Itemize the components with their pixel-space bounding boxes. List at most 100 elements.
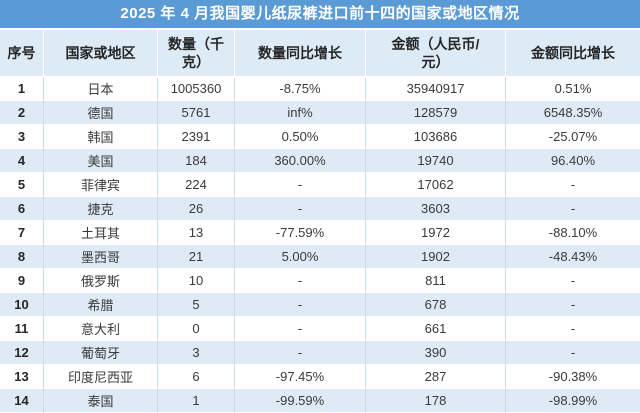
- cell-country: 印度尼西亚: [43, 365, 157, 389]
- cell-rank: 11: [0, 317, 43, 341]
- cell-quantity_kg: 26: [157, 197, 234, 221]
- cell-country: 俄罗斯: [43, 269, 157, 293]
- cell-country: 意大利: [43, 317, 157, 341]
- cell-country: 美国: [43, 149, 157, 173]
- table-row: 11 意大利 0-661-: [0, 317, 640, 341]
- cell-rank: 12: [0, 341, 43, 365]
- cell-amount_cny: 1902: [365, 245, 505, 269]
- column-header-quantity-kg: 数量（千克）: [157, 30, 234, 77]
- cell-quantity_yoy_growth: 360.00%: [234, 149, 365, 173]
- cell-amount_cny: 1972: [365, 221, 505, 245]
- cell-rank: 5: [0, 173, 43, 197]
- cell-rank: 14: [0, 389, 43, 413]
- cell-country: 日本: [43, 77, 157, 101]
- cell-amount_cny: 661: [365, 317, 505, 341]
- table-row: 3 韩国 2391 0.50% 103686 -25.07%: [0, 125, 640, 149]
- cell-quantity_kg: 1: [157, 389, 234, 413]
- cell-quantity_kg: 10: [157, 269, 234, 293]
- cell-rank: 9: [0, 269, 43, 293]
- cell-amount_yoy_growth: -: [505, 269, 640, 293]
- cell-country: 土耳其: [43, 221, 157, 245]
- cell-quantity_yoy_growth: 5.00%: [234, 245, 365, 269]
- table-title: 2025 年 4 月我国婴儿纸尿裤进口前十四的国家或地区情况: [0, 0, 640, 30]
- cell-amount_yoy_growth: -48.43%: [505, 245, 640, 269]
- cell-amount_cny: 35940917: [365, 77, 505, 101]
- cell-quantity_kg: 6: [157, 365, 234, 389]
- table-row: 1 日本 1005360 -8.75% 35940917 0.51%: [0, 77, 640, 101]
- column-header-amount-yoy-growth: 金额同比增长: [505, 30, 640, 77]
- cell-amount_cny: 811: [365, 269, 505, 293]
- cell-amount_yoy_growth: -90.38%: [505, 365, 640, 389]
- cell-amount_cny: 178: [365, 389, 505, 413]
- cell-quantity_yoy_growth: -: [234, 173, 365, 197]
- table-header: 序号 国家或地区 数量（千克） 数量同比增长 金额（人民币/元） 金额同比增长: [0, 30, 640, 77]
- import-table: 序号 国家或地区 数量（千克） 数量同比增长 金额（人民币/元） 金额同比增长 …: [0, 30, 640, 413]
- header-row: 序号 国家或地区 数量（千克） 数量同比增长 金额（人民币/元） 金额同比增长: [0, 30, 640, 77]
- cell-amount_yoy_growth: -25.07%: [505, 125, 640, 149]
- cell-quantity_yoy_growth: -: [234, 269, 365, 293]
- cell-quantity_kg: 224: [157, 173, 234, 197]
- cell-quantity_yoy_growth: 0.50%: [234, 125, 365, 149]
- cell-amount_yoy_growth: -: [505, 197, 640, 221]
- column-header-quantity-yoy-growth: 数量同比增长: [234, 30, 365, 77]
- cell-country: 葡萄牙: [43, 341, 157, 365]
- cell-rank: 4: [0, 149, 43, 173]
- cell-amount_cny: 287: [365, 365, 505, 389]
- cell-quantity_kg: 21: [157, 245, 234, 269]
- cell-amount_cny: 103686: [365, 125, 505, 149]
- column-header-country: 国家或地区: [43, 30, 157, 77]
- cell-quantity_yoy_growth: -97.45%: [234, 365, 365, 389]
- table-row: 10 希腊 5-678-: [0, 293, 640, 317]
- table-row: 4 美国 184 360.00% 19740 96.40%: [0, 149, 640, 173]
- table-row: 6 捷克 26-3603-: [0, 197, 640, 221]
- table-row: 7 土耳其 13 -77.59% 1972 -88.10%: [0, 221, 640, 245]
- cell-rank: 6: [0, 197, 43, 221]
- cell-amount_yoy_growth: -: [505, 341, 640, 365]
- cell-rank: 3: [0, 125, 43, 149]
- column-header-amount-cny: 金额（人民币/元）: [365, 30, 505, 77]
- cell-quantity_yoy_growth: -: [234, 341, 365, 365]
- cell-country: 菲律宾: [43, 173, 157, 197]
- cell-quantity_kg: 13: [157, 221, 234, 245]
- table-row: 8 墨西哥 21 5.00% 1902 -48.43%: [0, 245, 640, 269]
- cell-amount_yoy_growth: 0.51%: [505, 77, 640, 101]
- cell-amount_cny: 128579: [365, 101, 505, 125]
- cell-country: 韩国: [43, 125, 157, 149]
- cell-quantity_kg: 2391: [157, 125, 234, 149]
- cell-amount_yoy_growth: -88.10%: [505, 221, 640, 245]
- cell-amount_yoy_growth: -98.99%: [505, 389, 640, 413]
- cell-amount_cny: 678: [365, 293, 505, 317]
- table-row: 12 葡萄牙 3-390-: [0, 341, 640, 365]
- cell-country: 捷克: [43, 197, 157, 221]
- cell-rank: 8: [0, 245, 43, 269]
- cell-amount_yoy_growth: 96.40%: [505, 149, 640, 173]
- cell-quantity_yoy_growth: inf%: [234, 101, 365, 125]
- cell-amount_cny: 19740: [365, 149, 505, 173]
- cell-rank: 2: [0, 101, 43, 125]
- cell-amount_cny: 17062: [365, 173, 505, 197]
- cell-country: 希腊: [43, 293, 157, 317]
- cell-quantity_kg: 1005360: [157, 77, 234, 101]
- cell-rank: 10: [0, 293, 43, 317]
- cell-quantity_kg: 0: [157, 317, 234, 341]
- cell-amount_yoy_growth: -: [505, 173, 640, 197]
- cell-quantity_kg: 5761: [157, 101, 234, 125]
- cell-amount_cny: 3603: [365, 197, 505, 221]
- table-row: 2 德国 5761 inf% 128579 6548.35%: [0, 101, 640, 125]
- cell-country: 德国: [43, 101, 157, 125]
- cell-quantity_yoy_growth: -99.59%: [234, 389, 365, 413]
- cell-quantity_kg: 184: [157, 149, 234, 173]
- cell-country: 墨西哥: [43, 245, 157, 269]
- cell-quantity_yoy_growth: -: [234, 197, 365, 221]
- cell-quantity_yoy_growth: -77.59%: [234, 221, 365, 245]
- cell-quantity_yoy_growth: -: [234, 317, 365, 341]
- cell-amount_yoy_growth: 6548.35%: [505, 101, 640, 125]
- column-header-rank: 序号: [0, 30, 43, 77]
- cell-rank: 1: [0, 77, 43, 101]
- cell-quantity_kg: 3: [157, 341, 234, 365]
- cell-amount_yoy_growth: -: [505, 317, 640, 341]
- cell-rank: 13: [0, 365, 43, 389]
- table-row: 14 泰国 1 -99.59% 178 -98.99%: [0, 389, 640, 413]
- cell-amount_yoy_growth: -: [505, 293, 640, 317]
